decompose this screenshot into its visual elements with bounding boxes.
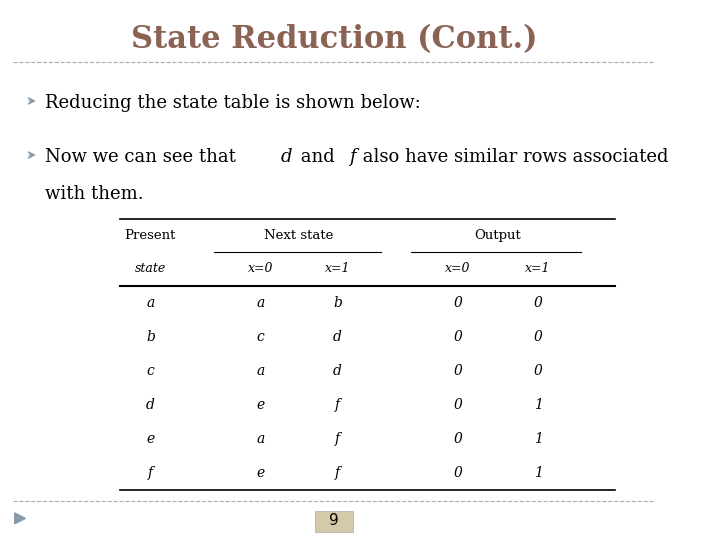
Text: 0: 0 [454,364,462,377]
Text: a: a [256,296,265,309]
Text: 0: 0 [454,296,462,309]
Text: f: f [148,466,153,480]
Text: f: f [335,466,340,480]
Text: c: c [146,364,154,377]
Text: Present: Present [125,229,176,242]
Text: 1: 1 [534,466,542,480]
Text: State Reduction (Cont.): State Reduction (Cont.) [131,24,537,55]
Text: b: b [146,330,155,343]
Text: e: e [146,432,155,445]
Text: x=0: x=0 [248,262,274,275]
Text: d: d [146,398,155,411]
Text: with them.: with them. [45,185,144,203]
Text: 0: 0 [534,364,542,377]
Text: 9: 9 [329,513,339,528]
Text: 1: 1 [534,432,542,445]
Text: state: state [135,262,166,275]
Text: f: f [335,398,340,411]
Text: f: f [349,148,356,166]
Text: and: and [294,148,341,166]
Text: f: f [335,432,340,445]
Polygon shape [14,513,25,524]
Text: d: d [333,364,342,377]
Text: 1: 1 [534,398,542,411]
FancyBboxPatch shape [315,511,353,532]
Text: e: e [256,466,265,480]
Text: x=1: x=1 [325,262,350,275]
Text: 0: 0 [454,398,462,411]
Text: 0: 0 [454,432,462,445]
Text: b: b [333,296,342,309]
Text: c: c [257,330,264,343]
Text: e: e [256,398,265,411]
Text: also have similar rows associated: also have similar rows associated [357,148,669,166]
Text: Output: Output [474,229,521,242]
Text: 0: 0 [534,296,542,309]
Text: a: a [146,296,155,309]
Text: a: a [256,432,265,445]
Text: Next state: Next state [264,229,334,242]
Text: a: a [256,364,265,377]
Text: d: d [333,330,342,343]
Text: d: d [281,148,292,166]
Text: x=0: x=0 [445,262,471,275]
Text: 0: 0 [454,466,462,480]
Text: x=1: x=1 [525,262,551,275]
Text: Now we can see that: Now we can see that [45,148,242,166]
Text: 0: 0 [534,330,542,343]
Text: Reducing the state table is shown below:: Reducing the state table is shown below: [45,94,421,112]
Text: 0: 0 [454,330,462,343]
